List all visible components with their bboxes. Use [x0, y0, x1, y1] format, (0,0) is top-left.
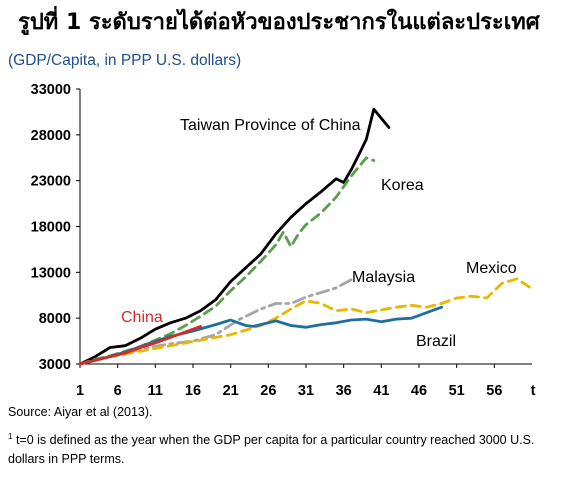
series-label-malaysia: Malaysia [352, 269, 415, 286]
x-axis-label: t [531, 383, 536, 399]
series-line-china [78, 325, 202, 366]
x-tick-label: 56 [486, 383, 502, 399]
series-label-mexico: Mexico [466, 260, 517, 277]
x-tick-label: 26 [260, 383, 276, 399]
series-line-mexico [78, 277, 534, 366]
series-layer [78, 107, 534, 366]
series-label-taiwan-province-of-china: Taiwan Province of China [180, 117, 361, 134]
series-line-taiwan-province-of-china [78, 107, 391, 366]
x-tick-label: 41 [373, 383, 389, 399]
y-tick-label: 8000 [39, 311, 71, 327]
x-tick-label: 16 [185, 383, 201, 399]
x-tick-label: 21 [223, 383, 239, 399]
x-tick-label: 36 [336, 383, 352, 399]
footnote-mark: 1 [8, 432, 13, 441]
y-tick-label: 18000 [31, 220, 71, 236]
x-tick-label: 11 [148, 383, 163, 399]
series-labels: Taiwan Province of China Korea Malaysia Mex… [121, 117, 517, 350]
series-line-korea [78, 156, 376, 366]
y-tick-label: 28000 [31, 128, 71, 144]
x-tick-label: 1 [76, 383, 84, 399]
y-tick-label: 13000 [31, 265, 71, 281]
figure-title: รูปที่ 1 ระดับรายได้ต่อหัวของประชากรในแต… [18, 10, 540, 35]
x-tick-label: 6 [114, 383, 122, 399]
y-tick-label: 33000 [31, 82, 71, 98]
footnote: 1 t=0 is defined as the year when the GD… [8, 427, 568, 469]
x-tick-label: 51 [449, 383, 465, 399]
source-note: Source: Aiyar et al (2013). [8, 405, 153, 419]
footnote-text: t=0 is defined as the year when the GDP … [8, 433, 535, 467]
chart-subtitle: (GDP/Capita, in PPP U.S. dollars) [8, 52, 242, 69]
series-label-china: China [121, 309, 163, 326]
y-tick-label: 23000 [31, 174, 71, 190]
series-label-brazil: Brazil [416, 333, 456, 350]
y-tick-label: 3000 [39, 357, 71, 373]
x-tick-label: 46 [411, 383, 427, 399]
series-label-korea: Korea [381, 177, 424, 194]
x-tick-label: 31 [298, 383, 314, 399]
